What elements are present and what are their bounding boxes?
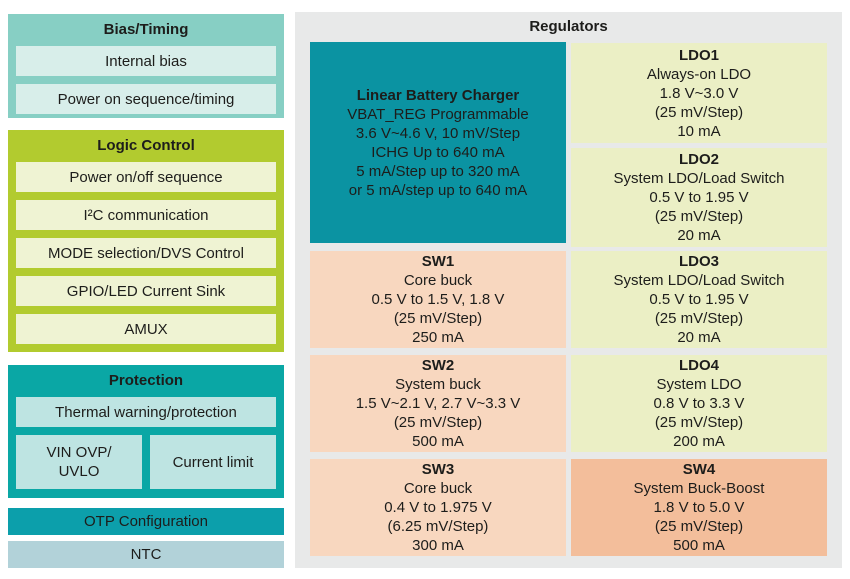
charger-line: VBAT_REG Programmable [347, 105, 529, 123]
ldo4-line: System LDO [656, 376, 742, 393]
ldo1-block: LDO1 Always-on LDO 1.8 V~3.0 V (25 mV/St… [571, 43, 827, 143]
charger-line: or 5 mA/step up to 640 mA [348, 181, 528, 199]
sw1-line: (25 mV/Step) [393, 310, 483, 327]
sw2-block: SW2 System buck 1.5 V~2.1 V, 2.7 V~3.3 V… [310, 355, 566, 452]
charger-line: 5 mA/Step up to 320 mA [356, 162, 520, 180]
sw2-line: 500 mA [412, 433, 464, 450]
sw1-block: SW1 Core buck 0.5 V to 1.5 V, 1.8 V (25 … [310, 251, 566, 348]
sw1-line: 0.5 V to 1.5 V, 1.8 V [371, 291, 505, 308]
ldo1-line: 1.8 V~3.0 V [659, 84, 739, 102]
ldo3-line: 20 mA [677, 329, 721, 346]
protection-item-thermal: Thermal warning/protection [16, 397, 276, 427]
ldo3-line: System LDO/Load Switch [613, 272, 785, 289]
ldo1-title: LDO1 [678, 46, 719, 64]
protection-item-vin-ovp-uvlo: VIN OVP/ UVLO [16, 435, 142, 489]
sw4-line: (25 mV/Step) [654, 518, 744, 535]
logic-item-power-onoff: Power on/off sequence [16, 162, 276, 192]
logic-control-block: Logic Control Power on/off sequence I²C … [8, 130, 284, 352]
sw4-line: 1.8 V to 5.0 V [653, 499, 745, 516]
sw3-block: SW3 Core buck 0.4 V to 1.975 V (6.25 mV/… [310, 459, 566, 556]
sw2-line: (25 mV/Step) [393, 414, 483, 431]
otp-configuration-bar: OTP Configuration [8, 508, 284, 535]
sw2-title: SW2 [421, 357, 455, 374]
sw1-title: SW1 [421, 253, 455, 270]
sw3-line: Core buck [403, 480, 473, 497]
protection-row: VIN OVP/ UVLO Current limit [16, 435, 276, 489]
sw4-line: 500 mA [673, 537, 725, 554]
charger-line: ICHG Up to 640 mA [371, 143, 505, 161]
ldo2-block: LDO2 System LDO/Load Switch 0.5 V to 1.9… [571, 148, 827, 247]
ldo3-block: LDO3 System LDO/Load Switch 0.5 V to 1.9… [571, 251, 827, 348]
protection-title: Protection [108, 372, 184, 389]
sw2-line: 1.5 V~2.1 V, 2.7 V~3.3 V [355, 395, 521, 412]
ldo2-title: LDO2 [678, 151, 719, 168]
ldo1-line: Always-on LDO [646, 65, 752, 83]
ldo4-line: (25 mV/Step) [654, 414, 744, 431]
ldo2-line: 0.5 V to 1.95 V [649, 189, 749, 206]
protection-block: Protection Thermal warning/protection VI… [8, 365, 284, 498]
charger-title: Linear Battery Charger [356, 86, 520, 104]
protection-item-current-limit: Current limit [150, 435, 276, 489]
sw3-line: (6.25 mV/Step) [387, 518, 489, 535]
sw2-line: System buck [395, 376, 481, 393]
ntc-bar: NTC [8, 541, 284, 568]
sw1-line: Core buck [403, 272, 473, 289]
ldo3-line: 0.5 V to 1.95 V [649, 291, 749, 308]
regulators-title: Regulators [529, 18, 608, 35]
logic-control-title: Logic Control [97, 137, 195, 154]
ldo4-block: LDO4 System LDO 0.8 V to 3.3 V (25 mV/St… [571, 355, 827, 452]
ldo3-title: LDO3 [678, 253, 719, 270]
logic-item-gpio-led: GPIO/LED Current Sink [16, 276, 276, 306]
bias-item-power-on-sequence: Power on sequence/timing [16, 84, 276, 114]
ldo2-line: (25 mV/Step) [654, 208, 744, 225]
ldo3-line: (25 mV/Step) [654, 310, 744, 327]
sw3-line: 300 mA [412, 537, 464, 554]
ldo1-line: (25 mV/Step) [654, 103, 744, 121]
sw1-line: 250 mA [412, 329, 464, 346]
bias-timing-block: Bias/Timing Internal bias Power on seque… [8, 14, 284, 118]
ldo1-line: 10 mA [677, 122, 721, 140]
sw3-line: 0.4 V to 1.975 V [384, 499, 492, 516]
ldo4-line: 0.8 V to 3.3 V [653, 395, 745, 412]
logic-item-i2c: I²C communication [16, 200, 276, 230]
bias-item-internal-bias: Internal bias [16, 46, 276, 76]
logic-item-mode-dvs: MODE selection/DVS Control [16, 238, 276, 268]
bias-timing-title: Bias/Timing [103, 21, 189, 38]
logic-item-amux: AMUX [16, 314, 276, 344]
ldo4-title: LDO4 [678, 357, 719, 374]
sw4-title: SW4 [682, 461, 716, 478]
regulators-panel: Regulators Linear Battery Charger VBAT_R… [295, 12, 842, 568]
charger-line: 3.6 V~4.6 V, 10 mV/Step [355, 124, 521, 142]
sw4-block: SW4 System Buck-Boost 1.8 V to 5.0 V (25… [571, 459, 827, 556]
ldo2-line: 20 mA [677, 227, 721, 244]
ldo2-line: System LDO/Load Switch [613, 170, 785, 187]
sw4-line: System Buck-Boost [633, 480, 765, 497]
sw3-title: SW3 [421, 461, 455, 478]
linear-battery-charger-block: Linear Battery Charger VBAT_REG Programm… [310, 42, 566, 243]
ldo4-line: 200 mA [673, 433, 725, 450]
